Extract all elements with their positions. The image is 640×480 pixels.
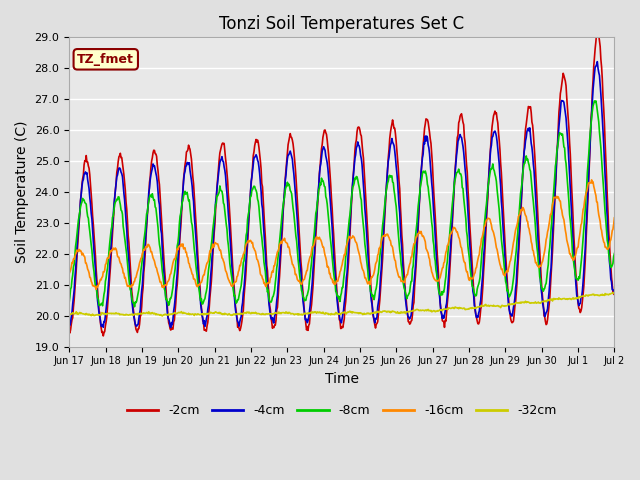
-32cm	[230, 311, 238, 317]
Line: -32cm: -32cm	[69, 293, 614, 316]
-8cm	[611, 251, 618, 256]
Line: -8cm: -8cm	[69, 101, 614, 307]
-4cm	[65, 322, 73, 327]
-32cm	[65, 312, 73, 318]
-2cm	[278, 237, 285, 242]
-4cm	[611, 288, 618, 293]
-32cm	[610, 290, 618, 296]
-16cm	[429, 273, 437, 279]
-8cm	[278, 217, 285, 223]
-4cm	[257, 188, 265, 194]
-32cm	[129, 312, 137, 318]
-2cm	[230, 284, 238, 290]
Text: TZ_fmet: TZ_fmet	[77, 53, 134, 66]
-32cm	[399, 310, 406, 316]
-32cm	[278, 310, 285, 315]
-16cm	[230, 281, 238, 287]
-2cm	[99, 333, 107, 339]
-16cm	[611, 215, 618, 221]
-2cm	[65, 329, 73, 335]
-32cm	[257, 312, 265, 317]
-4cm	[167, 324, 175, 330]
-2cm	[429, 177, 437, 182]
Line: -4cm: -4cm	[69, 61, 614, 327]
-16cm	[399, 278, 406, 284]
-2cm	[399, 241, 406, 247]
-2cm	[257, 166, 265, 172]
-2cm	[611, 292, 618, 298]
-16cm	[588, 177, 595, 183]
-8cm	[65, 300, 73, 305]
-16cm	[65, 271, 73, 276]
-4cm	[129, 310, 137, 315]
-16cm	[278, 240, 285, 246]
-4cm	[399, 258, 406, 264]
-4cm	[593, 59, 601, 64]
-32cm	[611, 290, 618, 296]
Line: -16cm: -16cm	[69, 180, 614, 289]
-8cm	[129, 300, 137, 306]
-8cm	[591, 98, 598, 104]
-16cm	[130, 279, 138, 285]
-4cm	[278, 228, 285, 234]
Legend: -2cm, -4cm, -8cm, -16cm, -32cm: -2cm, -4cm, -8cm, -16cm, -32cm	[122, 399, 561, 422]
-8cm	[399, 274, 406, 280]
-2cm	[593, 30, 600, 36]
-2cm	[130, 310, 138, 316]
X-axis label: Time: Time	[324, 372, 359, 386]
Line: -2cm: -2cm	[69, 33, 614, 336]
-32cm	[429, 308, 437, 314]
-8cm	[429, 238, 437, 243]
-8cm	[257, 229, 265, 235]
-4cm	[429, 199, 437, 205]
-16cm	[92, 287, 100, 292]
Title: Tonzi Soil Temperatures Set C: Tonzi Soil Temperatures Set C	[220, 15, 465, 33]
-4cm	[230, 291, 238, 297]
-8cm	[230, 293, 238, 299]
Y-axis label: Soil Temperature (C): Soil Temperature (C)	[15, 121, 29, 263]
-8cm	[131, 304, 138, 310]
-16cm	[257, 272, 265, 278]
-32cm	[159, 313, 166, 319]
